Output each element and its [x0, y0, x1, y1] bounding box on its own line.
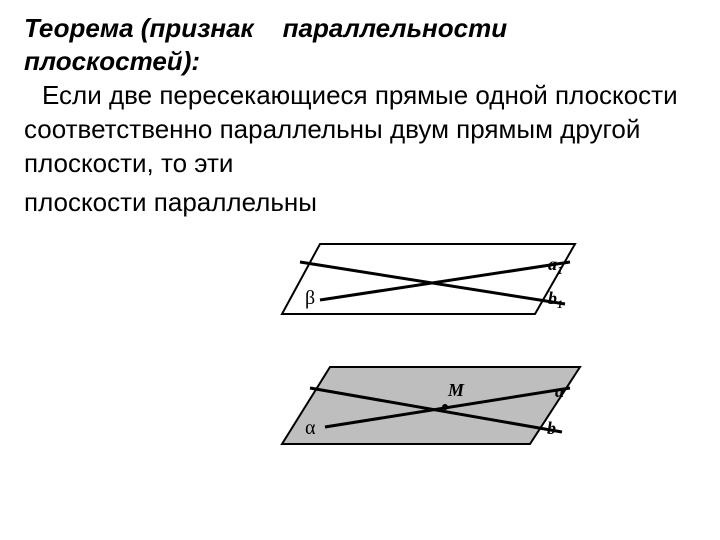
svg-text:a: a [555, 381, 564, 401]
title-p3: плоскостей): [24, 46, 200, 76]
svg-text:β: β [305, 287, 315, 309]
body-line2: плоскости параллельны [24, 187, 317, 217]
figure-plane-alpha: α Mab [270, 352, 600, 462]
figure-plane-beta: β a1 b1 [270, 232, 600, 332]
title-p1: Теорема (признак [24, 13, 254, 43]
svg-text:α: α [305, 417, 316, 439]
svg-text:M: M [447, 380, 465, 400]
figures-area: β a1 b1 α Mab [0, 232, 720, 532]
theorem-title: Теорема (признак параллельности плоскост… [24, 12, 696, 77]
theorem-body-2: плоскости параллельны [24, 186, 696, 220]
title-p2: параллельности [283, 13, 507, 43]
svg-text:b: b [547, 418, 556, 438]
svg-text:a1: a1 [548, 254, 563, 277]
body-line1: Если две пересекающиеся прямые одной пло… [24, 80, 678, 178]
theorem-body: Если две пересекающиеся прямые одной пло… [24, 79, 696, 180]
svg-text:b1: b1 [548, 288, 563, 311]
